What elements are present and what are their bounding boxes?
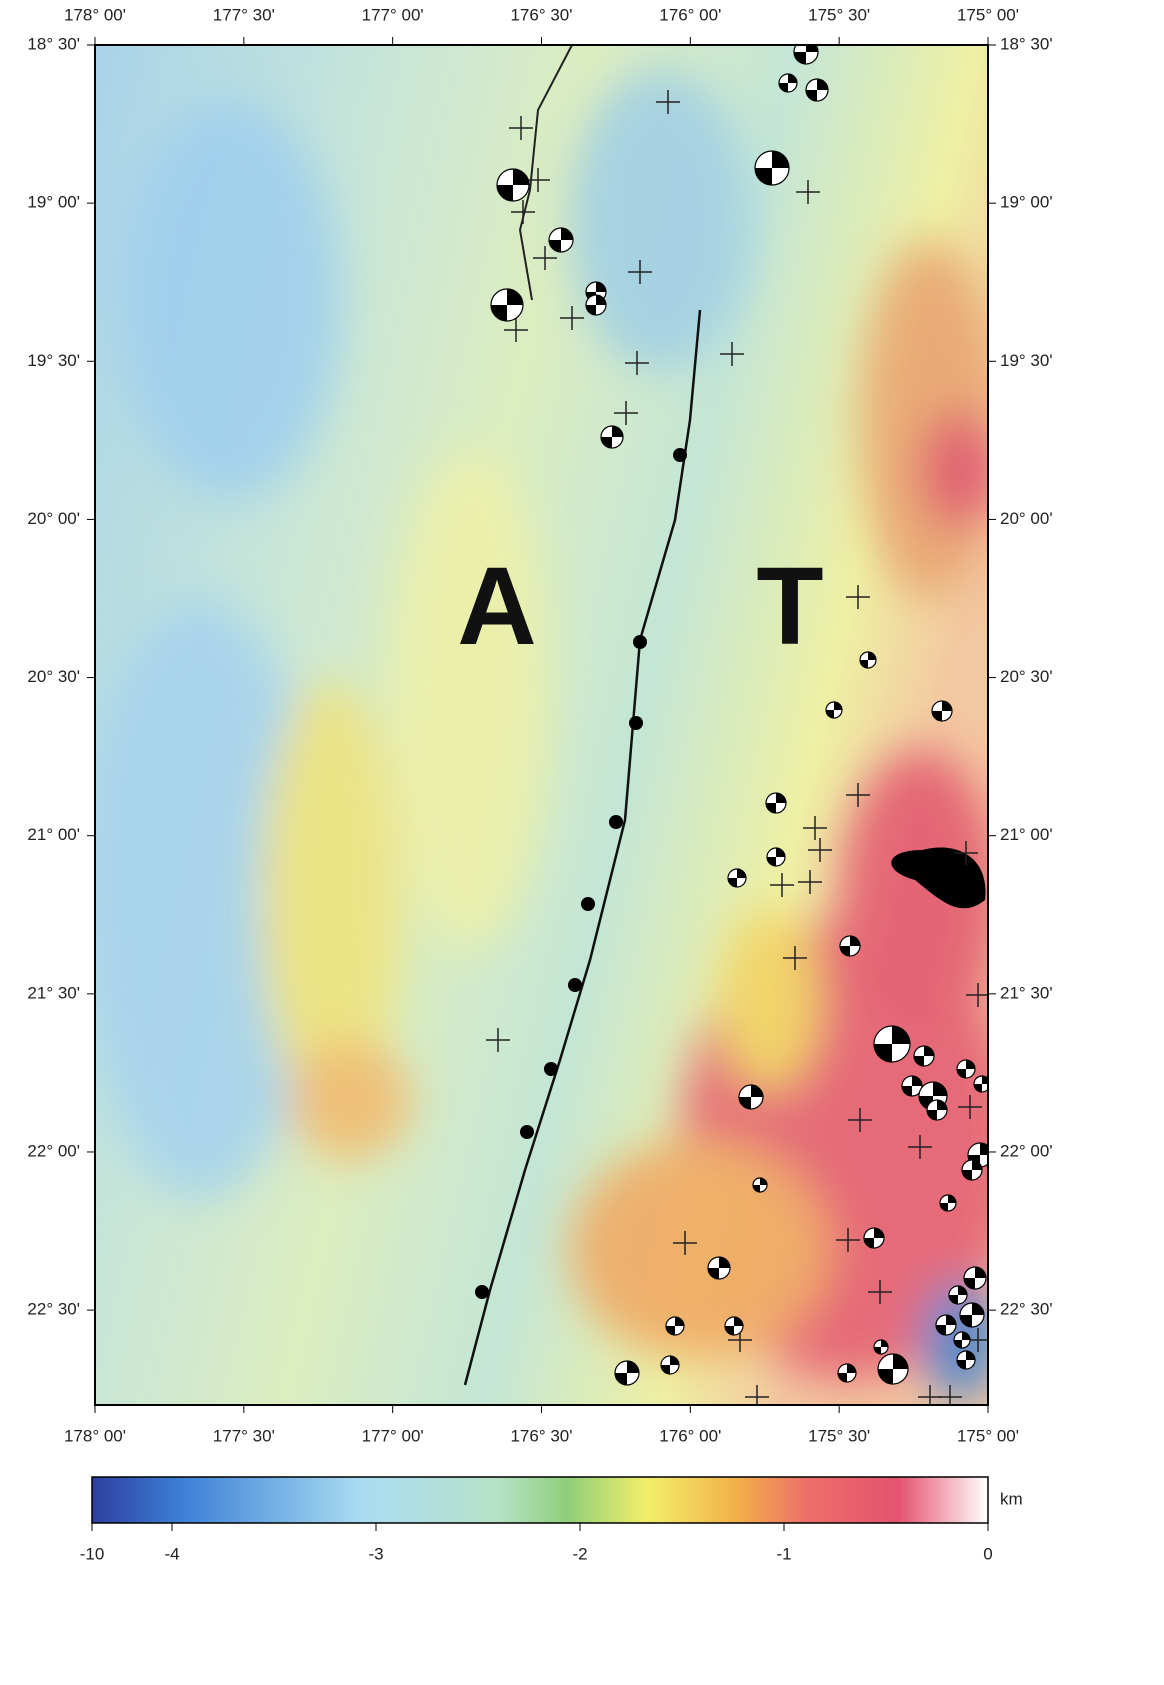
lat-label: 18° 30' — [27, 34, 80, 53]
colorbar-unit: km — [1000, 1489, 1023, 1508]
lat-label: 19° 00' — [27, 193, 80, 212]
ridge-dot — [633, 635, 647, 649]
lon-label: 176° 00' — [659, 1426, 721, 1445]
lon-label: 177° 30' — [213, 5, 275, 24]
lon-label: 176° 00' — [659, 5, 721, 24]
lat-label: 21° 30' — [1000, 983, 1053, 1002]
ridge-dot — [673, 448, 687, 462]
lon-label: 178° 00' — [64, 5, 126, 24]
ridge-dot — [581, 897, 595, 911]
lat-label: 18° 30' — [1000, 34, 1053, 53]
lon-label: 177° 00' — [362, 5, 424, 24]
ridge-dot — [475, 1285, 489, 1299]
ridge-dot — [568, 978, 582, 992]
colorbar-label: 0 — [983, 1544, 992, 1563]
lon-label: 175° 30' — [808, 1426, 870, 1445]
colorbar — [92, 1477, 988, 1523]
lat-label: 22° 00' — [1000, 1141, 1053, 1160]
colorbar-label: -3 — [368, 1544, 383, 1563]
ridge-dot — [544, 1062, 558, 1076]
region-label: T — [756, 545, 823, 668]
ridge-dot — [520, 1125, 534, 1139]
lat-label: 21° 00' — [27, 825, 80, 844]
lat-label: 19° 30' — [1000, 351, 1053, 370]
lat-label: 21° 30' — [27, 983, 80, 1002]
map-page: A T km 178° 00' 178° 00' 177° 30' 177° 30' 1… — [0, 0, 1164, 1685]
colorbar-label: -1 — [776, 1544, 791, 1563]
region-label: A — [457, 545, 536, 668]
lat-label: 22° 00' — [27, 1141, 80, 1160]
lat-label: 22° 30' — [1000, 1300, 1053, 1319]
lat-label: 20° 00' — [27, 509, 80, 528]
ridge-dot — [629, 716, 643, 730]
colorbar-label: -4 — [164, 1544, 179, 1563]
lat-label: 22° 30' — [27, 1300, 80, 1319]
lon-label: 176° 30' — [510, 1426, 572, 1445]
lat-label: 19° 30' — [27, 351, 80, 370]
lon-label: 176° 30' — [510, 5, 572, 24]
colorbar-label: -2 — [572, 1544, 587, 1563]
lat-label: 20° 30' — [1000, 667, 1053, 686]
lon-label: 175° 00' — [957, 1426, 1019, 1445]
lat-label: 20° 00' — [1000, 509, 1053, 528]
lon-label: 178° 00' — [64, 1426, 126, 1445]
ridge-dot — [609, 815, 623, 829]
lon-label: 177° 00' — [362, 1426, 424, 1445]
colorbar-label: -10 — [80, 1544, 105, 1563]
lat-label: 19° 00' — [1000, 193, 1053, 212]
lon-label: 177° 30' — [213, 1426, 275, 1445]
lon-label: 175° 00' — [957, 5, 1019, 24]
lat-label: 20° 30' — [27, 667, 80, 686]
lon-label: 175° 30' — [808, 5, 870, 24]
lat-label: 21° 00' — [1000, 825, 1053, 844]
bathymetry — [80, 40, 1020, 1409]
